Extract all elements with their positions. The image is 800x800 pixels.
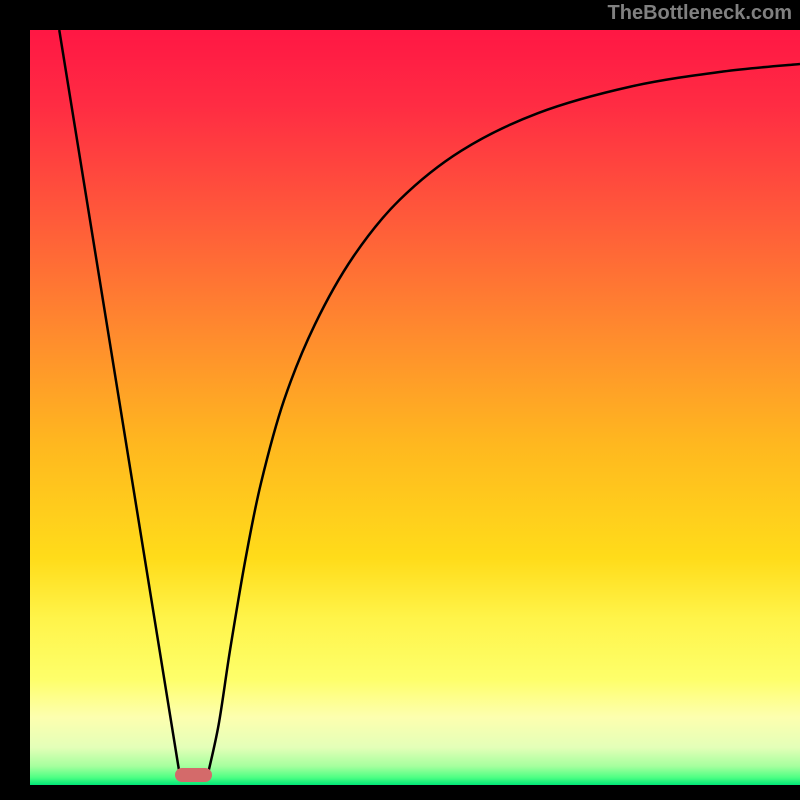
watermark-text: TheBottleneck.com xyxy=(608,2,792,25)
chart-container: TheBottleneck.com xyxy=(0,0,800,800)
valley-marker xyxy=(175,768,212,782)
plot-area xyxy=(30,30,800,785)
curve-layer xyxy=(30,30,800,785)
left-branch xyxy=(59,30,180,777)
right-branch xyxy=(207,64,800,777)
